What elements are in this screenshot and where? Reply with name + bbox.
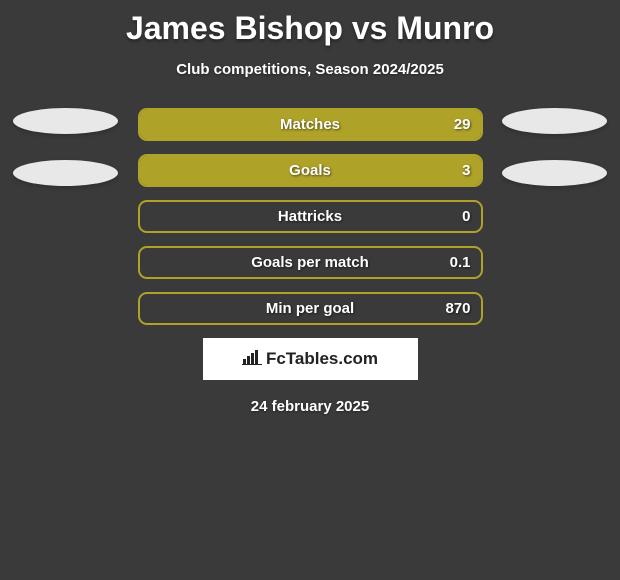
avatar-column-left [8,108,123,186]
bar-label: Min per goal [138,292,483,325]
avatar-column-right [497,108,612,186]
brand-badge[interactable]: FcTables.com [203,338,418,380]
player-avatar-right-2 [502,160,607,186]
bar-row-goals: Goals 3 [138,154,483,187]
bar-row-goals-per-match: Goals per match 0.1 [138,246,483,279]
player-avatar-left-1 [13,108,118,134]
bar-label: Goals [138,154,483,187]
bar-row-min-per-goal: Min per goal 870 [138,292,483,325]
bar-label: Hattricks [138,200,483,233]
page-subtitle: Club competitions, Season 2024/2025 [0,61,620,78]
bar-value: 29 [454,108,471,141]
comparison-chart: Matches 29 Goals 3 Hattricks 0 Goals per… [0,108,620,415]
date-label: 24 february 2025 [0,398,620,415]
page-title: James Bishop vs Munro [0,0,620,47]
brand-label: FcTables.com [242,349,378,370]
bar-row-hattricks: Hattricks 0 [138,200,483,233]
brand-text: FcTables.com [266,349,378,369]
bar-value: 0.1 [450,246,471,279]
player-avatar-left-2 [13,160,118,186]
bar-row-matches: Matches 29 [138,108,483,141]
bar-value: 3 [462,154,470,187]
bar-label: Matches [138,108,483,141]
bar-chart-icon [242,349,262,370]
bar-label: Goals per match [138,246,483,279]
bar-list: Matches 29 Goals 3 Hattricks 0 Goals per… [138,108,483,325]
bar-value: 0 [462,200,470,233]
player-avatar-right-1 [502,108,607,134]
bar-value: 870 [445,292,470,325]
